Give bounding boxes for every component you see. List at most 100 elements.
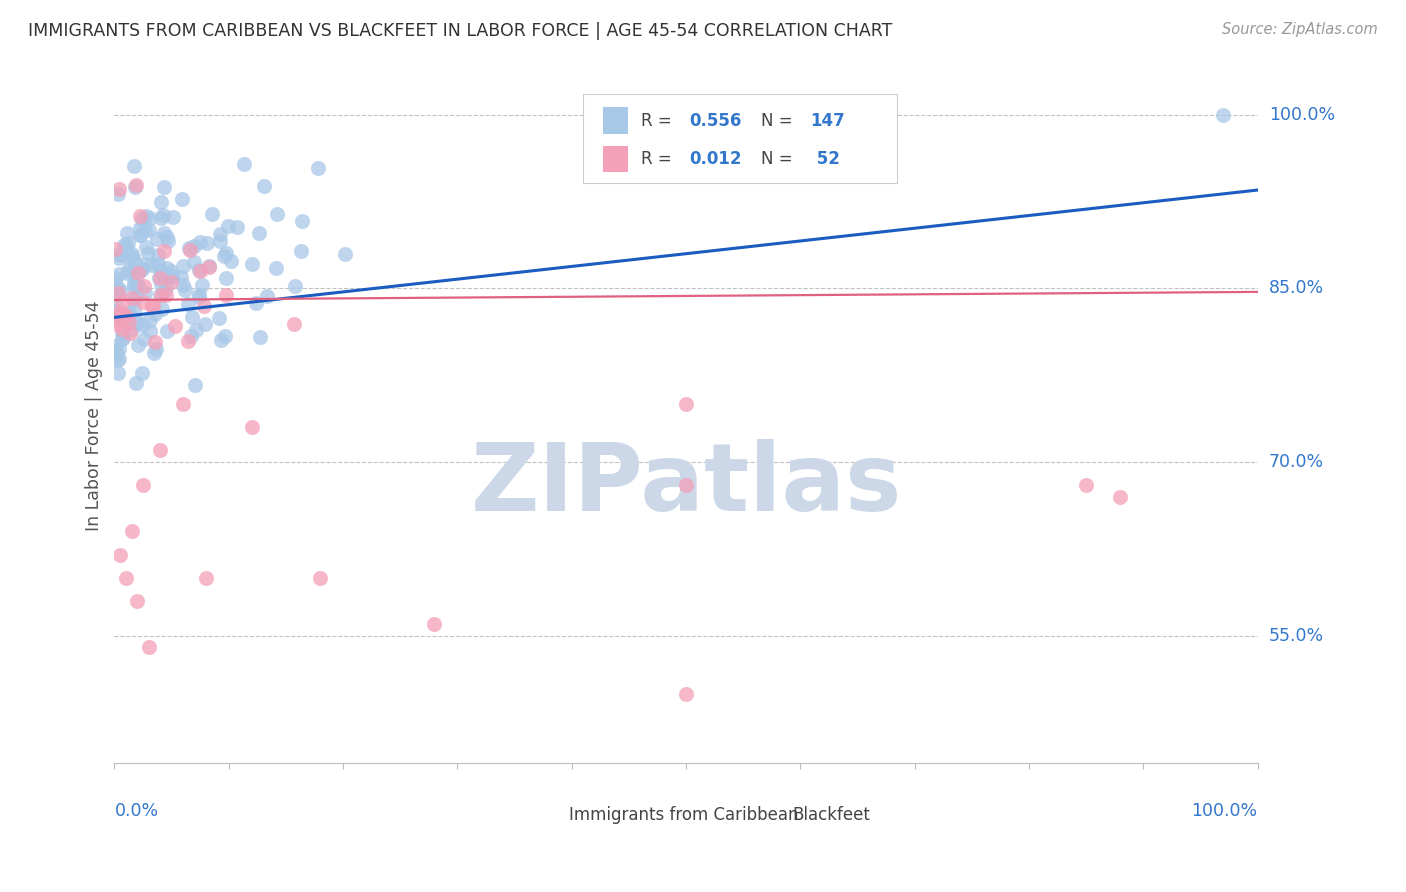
Text: IMMIGRANTS FROM CARIBBEAN VS BLACKFEET IN LABOR FORCE | AGE 45-54 CORRELATION CH: IMMIGRANTS FROM CARIBBEAN VS BLACKFEET I… [28,22,893,40]
Point [117,267,139,281]
Point [115,238,138,252]
Point [110,309,132,323]
Point [149,263,172,277]
Point [217,219,239,233]
Point [118,326,141,340]
Point [107,281,129,295]
Point [152,285,174,299]
Text: R =: R = [641,112,678,129]
Point [153,244,176,258]
Point [149,288,172,302]
Point [135,257,157,271]
Point [174,283,197,297]
Point [121,247,143,261]
Point [138,640,160,655]
Point [104,344,127,359]
Point [112,307,135,321]
Point [215,270,238,285]
Point [112,331,135,345]
Text: Blackfeet: Blackfeet [792,806,870,824]
Point [209,227,232,241]
Point [122,293,145,307]
Point [194,317,217,331]
Point [111,326,134,340]
Point [142,299,165,313]
Text: 0.012: 0.012 [689,150,742,169]
Point [172,397,194,411]
Point [111,322,134,336]
Point [172,259,194,273]
Point [142,345,165,359]
Point [187,290,209,304]
Point [156,230,179,244]
Point [139,313,162,327]
Point [191,277,214,292]
Text: N =: N = [762,112,799,129]
Point [150,288,173,302]
Point [132,332,155,346]
FancyBboxPatch shape [583,95,897,183]
Point [110,285,132,299]
Point [132,294,155,309]
Point [264,260,287,275]
Text: 70.0%: 70.0% [1268,453,1324,471]
Point [118,315,141,329]
Point [131,366,153,380]
Point [156,260,179,275]
Point [290,244,312,258]
Point [145,335,167,350]
Point [121,322,143,336]
Point [122,279,145,293]
Point [198,259,221,273]
Point [188,262,211,277]
Point [160,275,183,289]
Text: 55.0%: 55.0% [1268,627,1324,645]
Point [145,343,167,357]
Point [162,210,184,224]
Point [179,244,201,258]
Point [128,221,150,235]
Point [184,323,207,337]
Point [127,316,149,330]
Point [156,235,179,249]
Point [146,248,169,262]
Bar [537,805,558,825]
Point [152,208,174,222]
Point [122,159,145,173]
Point [184,378,207,392]
Point [104,304,127,318]
Point [104,271,127,285]
Text: Source: ZipAtlas.com: Source: ZipAtlas.com [1222,22,1378,37]
Point [309,571,332,585]
Point [121,524,143,539]
Point [180,328,202,343]
Point [283,318,305,332]
Point [163,319,186,334]
Point [121,250,143,264]
Point [135,240,157,254]
Text: 147: 147 [811,112,845,129]
Point [215,288,238,302]
Point [149,443,172,458]
Text: Immigrants from Caribbean: Immigrants from Caribbean [569,806,799,824]
Point [209,235,232,249]
Point [156,324,179,338]
Point [118,305,141,319]
Point [141,299,163,313]
Point [160,264,183,278]
Point [150,302,173,317]
Point [149,270,172,285]
Point [104,242,127,256]
Point [150,277,173,291]
Point [107,351,129,366]
Point [153,268,176,282]
Point [122,276,145,290]
Text: 100.0%: 100.0% [1268,106,1334,124]
Bar [603,146,627,172]
Point [124,303,146,318]
Point [177,334,200,348]
Point [118,261,141,276]
Point [212,249,235,263]
Point [208,311,231,326]
Point [183,238,205,252]
